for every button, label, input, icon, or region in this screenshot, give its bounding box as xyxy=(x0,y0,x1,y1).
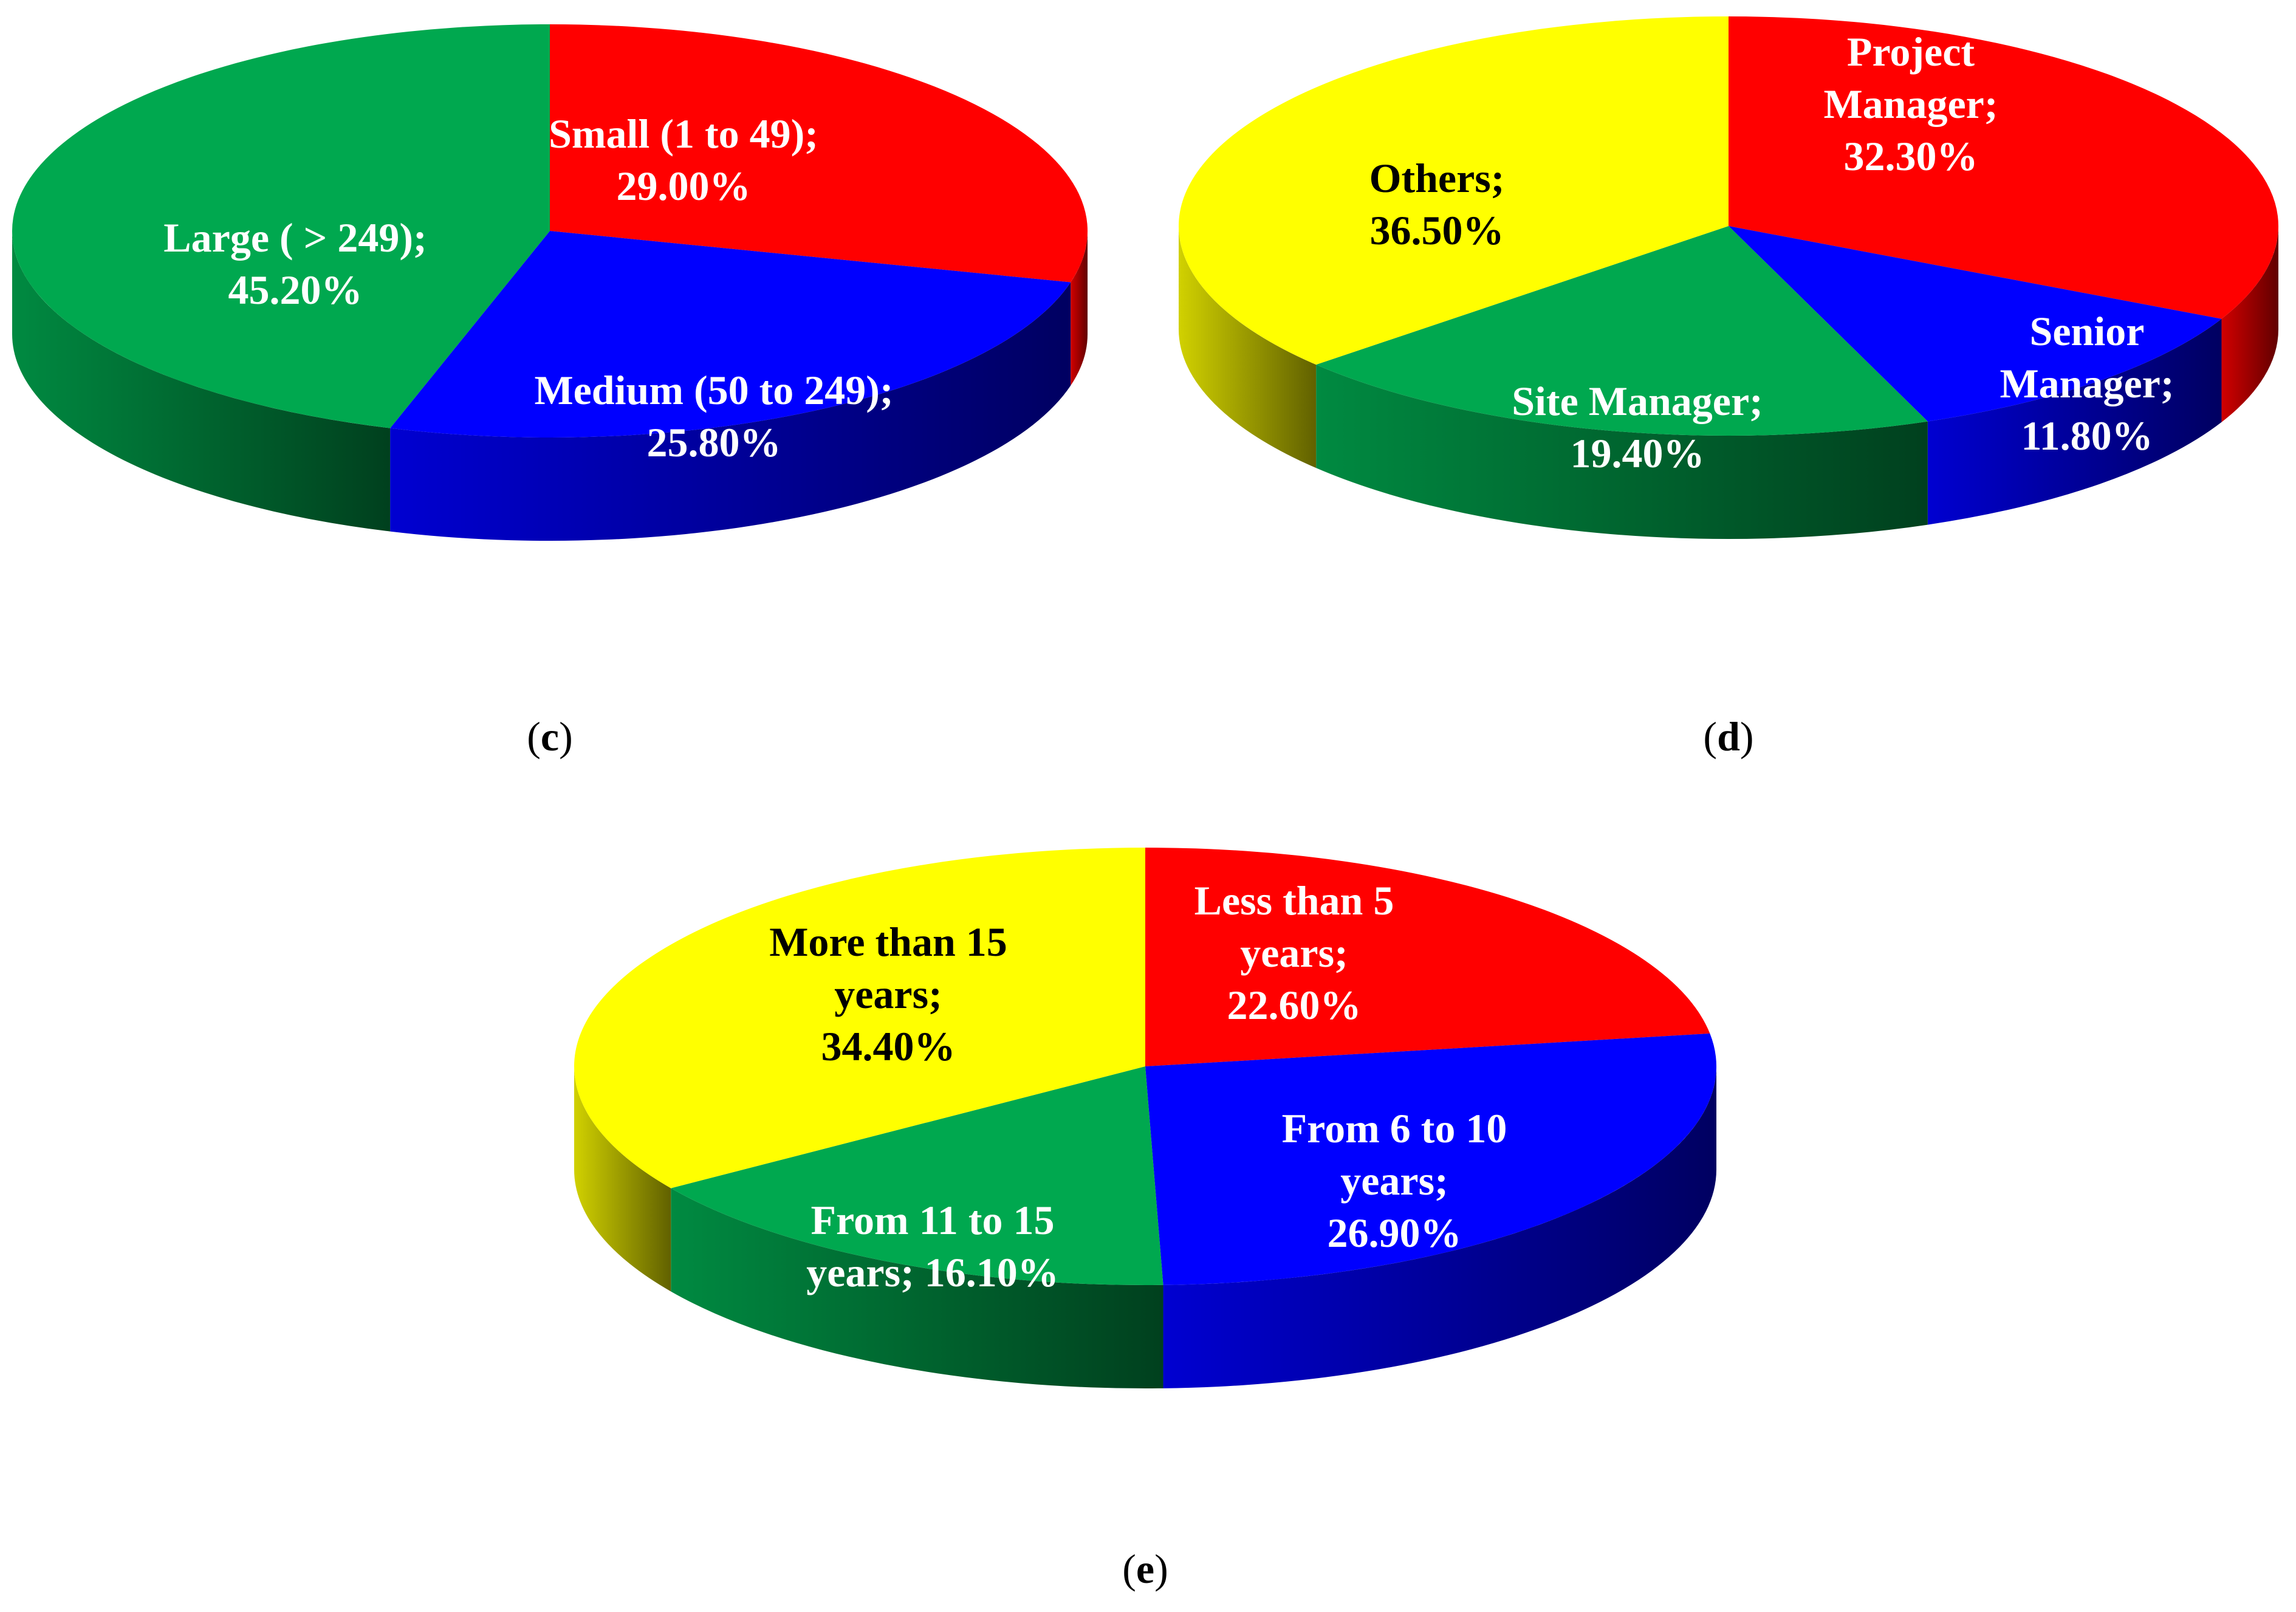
slice-data-label: Less than 5 years; 22.60% xyxy=(1194,877,1394,1028)
pie-chart-c: Small (1 to 49); 29.00% Medium (50 to 249)… xyxy=(12,24,1088,760)
pie-top xyxy=(1178,16,2278,436)
pie-slice-side xyxy=(1927,318,2222,525)
pie-slice xyxy=(390,231,1071,437)
pie-slice xyxy=(574,848,1145,1188)
pie-slice xyxy=(1145,848,1710,1066)
slice-data-label: Site Manager; 19.40% xyxy=(1512,378,1763,476)
pie-side-walls xyxy=(12,231,1088,541)
slice-data-label: Medium (50 to 249); 25.80% xyxy=(534,367,893,465)
pie-chart-e: Less than 5 years; 22.60% From 6 to 10 years… xyxy=(574,848,1716,1592)
slice-data-label: From 11 to 15 years; 16.10% xyxy=(806,1197,1058,1295)
pie-slice-side xyxy=(1316,365,1928,540)
pie-slice-side xyxy=(2221,226,2278,422)
pie-slice-side xyxy=(1179,226,1317,468)
pie-slice xyxy=(671,1066,1163,1285)
panel-caption: (c) xyxy=(527,713,573,760)
pie-slice-side xyxy=(12,231,391,532)
pie-slice-side xyxy=(390,282,1071,541)
pie-slice xyxy=(1729,16,2278,319)
pie-slice-side xyxy=(1163,1066,1716,1388)
pie-slice xyxy=(12,24,550,428)
pie-side-walls xyxy=(1179,226,2278,540)
pie-slice xyxy=(1145,1033,1716,1285)
slice-data-label: Small (1 to 49); 29.00% xyxy=(549,111,818,209)
pie-slice-side xyxy=(671,1188,1163,1388)
pie-slice-side xyxy=(1071,231,1088,386)
pie-top xyxy=(12,24,1088,437)
pie-chart-d: Project Manager; 32.30%Senior Manager; 11.80… xyxy=(1178,16,2278,760)
pie-slice xyxy=(550,24,1088,283)
panel-caption: (e) xyxy=(1122,1546,1168,1592)
slice-data-label: Project Manager; 32.30% xyxy=(1823,29,1998,179)
slice-data-label: Others; 36.50% xyxy=(1369,155,1505,253)
panel-caption: (d) xyxy=(1703,713,1753,760)
pie-slice xyxy=(1316,226,1928,436)
slice-data-label: More than 15 years; 34.40% xyxy=(769,919,1007,1069)
slice-data-label: From 6 to 10 years; 26.90% xyxy=(1282,1105,1507,1256)
pie-side-walls xyxy=(574,1066,1716,1388)
slice-data-label: Senior Manager; 11.80% xyxy=(2000,308,2174,459)
slice-data-label: Large ( > 249); 45.20% xyxy=(163,214,427,313)
pie-top xyxy=(574,848,1716,1285)
pie-slice xyxy=(1729,226,2222,422)
pie-slice-side xyxy=(574,1066,671,1292)
pie-slice xyxy=(1178,16,1729,365)
